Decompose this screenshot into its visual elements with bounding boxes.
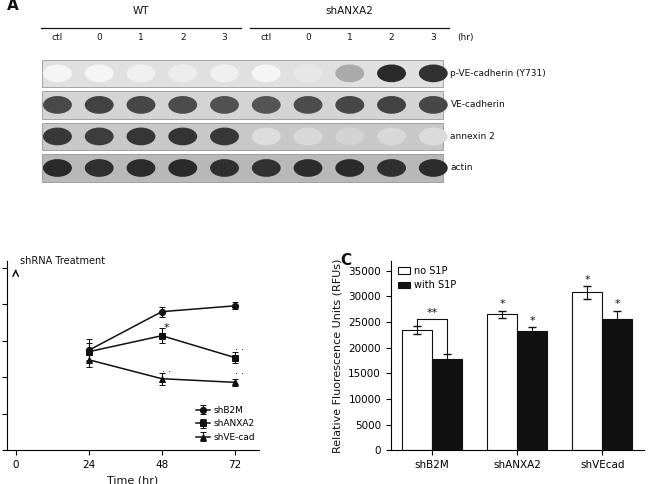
- Ellipse shape: [168, 64, 197, 82]
- Text: **: **: [426, 308, 437, 318]
- Text: 3: 3: [222, 33, 227, 42]
- Bar: [402, 330, 432, 450]
- Ellipse shape: [127, 128, 155, 145]
- Ellipse shape: [43, 64, 72, 82]
- Text: WT: WT: [133, 6, 150, 16]
- Ellipse shape: [43, 96, 72, 114]
- Text: 2: 2: [389, 33, 395, 42]
- Text: 2: 2: [180, 33, 185, 42]
- Ellipse shape: [43, 128, 72, 145]
- Bar: [42, 123, 443, 150]
- Ellipse shape: [84, 64, 114, 82]
- Text: (hr): (hr): [458, 33, 474, 42]
- Bar: [488, 315, 517, 450]
- Y-axis label: Relative Fluorescence Units (RFUs): Relative Fluorescence Units (RFUs): [333, 258, 343, 453]
- Ellipse shape: [84, 96, 114, 114]
- Text: annexin 2: annexin 2: [450, 132, 495, 141]
- Text: 3: 3: [430, 33, 436, 42]
- Ellipse shape: [168, 159, 197, 177]
- Text: 0: 0: [305, 33, 311, 42]
- Ellipse shape: [210, 159, 239, 177]
- Text: 1: 1: [138, 33, 144, 42]
- Ellipse shape: [335, 96, 364, 114]
- Ellipse shape: [419, 159, 448, 177]
- Ellipse shape: [294, 64, 322, 82]
- Ellipse shape: [335, 159, 364, 177]
- Ellipse shape: [335, 128, 364, 145]
- Text: p-VE-cadherin (Y731): p-VE-cadherin (Y731): [450, 69, 546, 78]
- X-axis label: Time (hr): Time (hr): [107, 475, 159, 484]
- Text: · ·: · ·: [235, 346, 244, 355]
- Ellipse shape: [84, 159, 114, 177]
- Ellipse shape: [377, 128, 406, 145]
- Text: *: *: [614, 299, 620, 309]
- Ellipse shape: [84, 128, 114, 145]
- Text: VE-cadherin: VE-cadherin: [450, 100, 505, 109]
- Ellipse shape: [419, 96, 448, 114]
- Text: actin: actin: [450, 164, 473, 172]
- Ellipse shape: [127, 159, 155, 177]
- Ellipse shape: [252, 64, 281, 82]
- Text: *: *: [584, 275, 590, 285]
- Ellipse shape: [294, 96, 322, 114]
- Ellipse shape: [377, 159, 406, 177]
- Legend: no S1P, with S1P: no S1P, with S1P: [398, 266, 456, 290]
- Ellipse shape: [127, 64, 155, 82]
- Text: ctl: ctl: [52, 33, 63, 42]
- Ellipse shape: [210, 64, 239, 82]
- Text: · ·: · ·: [162, 366, 171, 377]
- Bar: [432, 359, 461, 450]
- Ellipse shape: [377, 64, 406, 82]
- Bar: [42, 60, 443, 87]
- Ellipse shape: [377, 96, 406, 114]
- Text: shRNA Treatment: shRNA Treatment: [20, 256, 105, 266]
- Text: *: *: [499, 299, 505, 309]
- Ellipse shape: [419, 64, 448, 82]
- Text: shANXA2: shANXA2: [326, 6, 374, 16]
- Ellipse shape: [168, 128, 197, 145]
- Legend: shB2M, shANXA2, shVE-cad: shB2M, shANXA2, shVE-cad: [196, 406, 255, 442]
- Text: 1: 1: [347, 33, 353, 42]
- Bar: [602, 318, 632, 450]
- Ellipse shape: [294, 128, 322, 145]
- Ellipse shape: [252, 96, 281, 114]
- Text: *: *: [529, 316, 535, 326]
- Ellipse shape: [43, 159, 72, 177]
- Ellipse shape: [252, 128, 281, 145]
- Ellipse shape: [419, 128, 448, 145]
- Ellipse shape: [252, 159, 281, 177]
- Bar: [517, 331, 547, 450]
- Ellipse shape: [127, 96, 155, 114]
- Bar: [42, 154, 443, 182]
- Text: C: C: [340, 253, 351, 268]
- Bar: [42, 91, 443, 119]
- Ellipse shape: [210, 128, 239, 145]
- Ellipse shape: [168, 96, 197, 114]
- Text: · ·: · ·: [235, 369, 244, 379]
- Ellipse shape: [335, 64, 364, 82]
- Bar: [573, 292, 602, 450]
- Ellipse shape: [294, 159, 322, 177]
- Text: 0: 0: [96, 33, 102, 42]
- Text: ctl: ctl: [261, 33, 272, 42]
- Text: A: A: [6, 0, 18, 13]
- Ellipse shape: [210, 96, 239, 114]
- Text: *: *: [164, 323, 169, 333]
